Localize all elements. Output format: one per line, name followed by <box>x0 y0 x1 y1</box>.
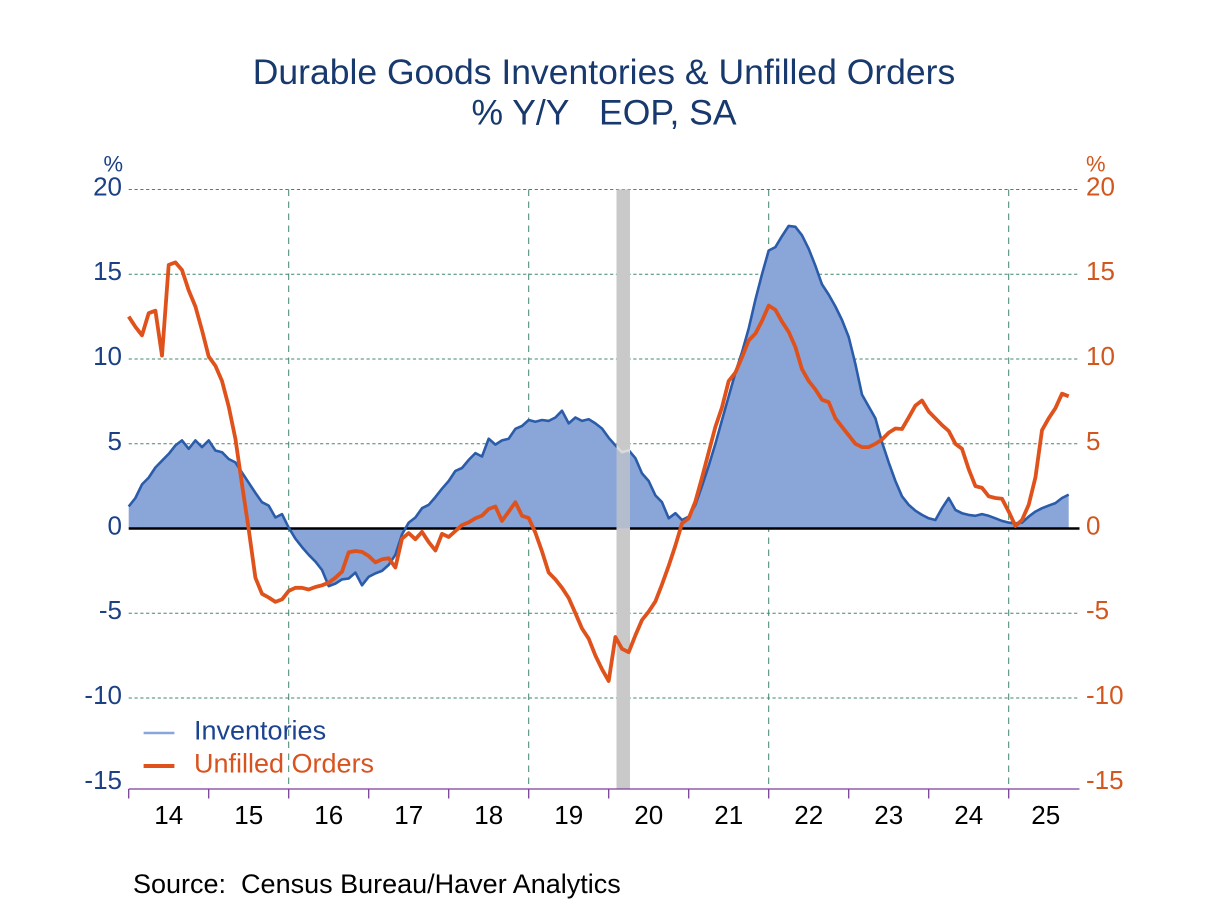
svg-text:%: % <box>103 152 123 177</box>
svg-text:15: 15 <box>234 800 263 830</box>
svg-text:24: 24 <box>954 800 983 830</box>
svg-text:Source: Census Bureau/Haver A: Source: Census Bureau/Haver Analytics <box>133 869 621 899</box>
svg-text:25: 25 <box>1031 800 1060 830</box>
svg-text:20: 20 <box>93 172 122 202</box>
svg-text:Inventories: Inventories <box>194 716 326 746</box>
svg-text:-5: -5 <box>1086 595 1109 625</box>
svg-text:0: 0 <box>1086 511 1100 541</box>
svg-text:18: 18 <box>474 800 503 830</box>
svg-text:15: 15 <box>1086 256 1115 286</box>
svg-text:% Y/Y EOP, SA: % Y/Y EOP, SA <box>471 93 736 133</box>
svg-text:5: 5 <box>1086 426 1100 456</box>
svg-text:21: 21 <box>714 800 743 830</box>
svg-text:19: 19 <box>554 800 583 830</box>
svg-text:0: 0 <box>108 511 122 541</box>
svg-text:-10: -10 <box>84 680 122 710</box>
svg-text:10: 10 <box>1086 341 1115 371</box>
svg-text:15: 15 <box>93 256 122 286</box>
svg-text:Durable Goods Inventories & Un: Durable Goods Inventories & Unfilled Ord… <box>253 52 955 92</box>
svg-text:%: % <box>1086 152 1106 177</box>
svg-text:-10: -10 <box>1086 680 1124 710</box>
svg-text:16: 16 <box>314 800 343 830</box>
svg-text:22: 22 <box>794 800 823 830</box>
svg-text:14: 14 <box>154 800 183 830</box>
svg-text:20: 20 <box>634 800 663 830</box>
svg-text:17: 17 <box>394 800 423 830</box>
svg-text:-5: -5 <box>99 595 122 625</box>
svg-text:5: 5 <box>108 426 122 456</box>
svg-text:Unfilled Orders: Unfilled Orders <box>194 749 374 779</box>
svg-text:-15: -15 <box>1086 765 1124 795</box>
svg-text:20: 20 <box>1086 172 1115 202</box>
svg-text:10: 10 <box>93 341 122 371</box>
svg-text:-15: -15 <box>84 765 122 795</box>
svg-text:23: 23 <box>874 800 903 830</box>
